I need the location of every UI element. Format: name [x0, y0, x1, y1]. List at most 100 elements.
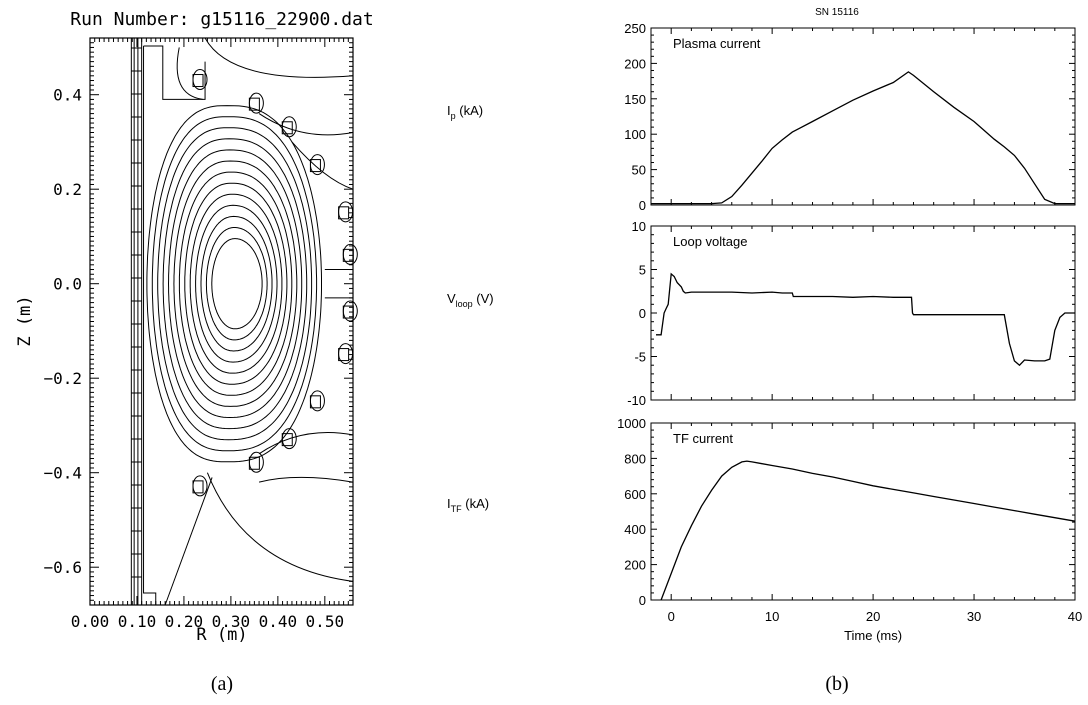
y-tick-label: −0.2	[43, 369, 82, 388]
x-tick-label: 10	[765, 609, 779, 624]
flux-surface	[162, 138, 308, 430]
flux-surface	[151, 116, 318, 452]
open-field-line	[176, 47, 203, 100]
coil-flux-loop	[248, 92, 264, 114]
x-axis-label: Time (ms)	[844, 628, 902, 643]
flux-surface	[173, 160, 298, 407]
y-tick-label: 200	[624, 558, 646, 573]
plot-title: Loop voltage	[673, 234, 747, 249]
signal-label: Vloop (V)	[447, 291, 494, 309]
flux-surface	[211, 238, 263, 330]
signal-label: ITF (kA)	[447, 496, 489, 514]
plot-frame	[650, 27, 1076, 206]
flux-surface	[157, 127, 313, 441]
y-tick-label: -5	[634, 350, 646, 365]
plot-title: Plasma current	[673, 36, 761, 51]
flux-surface	[184, 182, 288, 385]
series-line	[651, 71, 1075, 205]
signal-symbol: I	[447, 103, 451, 118]
coil-flux-loop	[309, 154, 325, 176]
vessel-wall-inner	[143, 46, 157, 605]
coil-flux-loop	[192, 69, 208, 91]
signal-unit: (kA)	[462, 496, 489, 511]
flux-surface	[200, 215, 273, 352]
signal-label: Ip (kA)	[447, 103, 483, 121]
y-tick-label: 0	[639, 306, 646, 321]
signal-symbol: V	[447, 291, 456, 306]
y-tick-label: 150	[624, 92, 646, 107]
y-tick-label: 0	[639, 198, 646, 213]
x-tick-label: 30	[967, 609, 981, 624]
y-tick-label: 10	[632, 219, 646, 234]
flux-surface	[205, 227, 268, 341]
panel-b-caption: (b)	[825, 673, 848, 695]
x-tick-label: 0.10	[118, 612, 157, 631]
x-tick-label: 40	[1068, 609, 1082, 624]
y-tick-label: 400	[624, 522, 646, 537]
x-tick-label: 0	[668, 609, 675, 624]
flux-surface	[167, 149, 303, 419]
signal-labels: Ip (kA)Vloop (V)ITF (kA)	[447, 103, 494, 514]
panel-b-title: SN 15116	[815, 7, 859, 18]
x-tick-label: 0.20	[165, 612, 204, 631]
x-tick-label: 20	[866, 609, 880, 624]
equilibrium-panel: Run Number: g15116_22900.dat 0.00 0.10 0.2…	[15, 9, 374, 695]
x-tick-label: 0.30	[212, 612, 251, 631]
y-tick-label: 0.4	[53, 86, 82, 105]
coil-flux-loop	[192, 475, 208, 497]
open-field-line	[164, 477, 213, 606]
panel-a-title: Run Number: g15116_22900.dat	[70, 9, 373, 30]
open-field-line	[258, 476, 354, 483]
signal-subscript: TF	[451, 504, 462, 514]
coil-flux-loop	[338, 201, 354, 223]
open-field-line	[206, 472, 354, 582]
signal-symbol: I	[447, 496, 451, 511]
plot-frame	[650, 225, 1076, 401]
signal-subscript: loop	[456, 299, 473, 309]
signal-subscript: p	[451, 111, 456, 121]
panel-a-xlabel: R (m)	[196, 625, 247, 645]
y-tick-label: 50	[632, 163, 646, 178]
open-field-line	[258, 432, 354, 455]
coil-flux-loop	[281, 116, 297, 138]
signal-unit: (V)	[473, 291, 494, 306]
coil-flux-loop	[309, 390, 325, 412]
open-field-line	[204, 37, 354, 78]
y-tick-label: 200	[624, 56, 646, 71]
panel-a-caption: (a)	[211, 673, 233, 695]
plot-title: TF current	[673, 431, 733, 446]
y-tick-label: 100	[624, 127, 646, 142]
y-tick-label: 800	[624, 451, 646, 466]
panel-a-ylabel: Z (m)	[15, 295, 35, 346]
x-tick-label: 0.00	[71, 612, 110, 631]
series-line	[656, 272, 1075, 367]
coil-flux-loop	[248, 451, 264, 473]
y-tick-label: 250	[624, 21, 646, 36]
flux-surface	[189, 193, 283, 374]
y-tick-label: −0.4	[43, 464, 82, 483]
vessel-wall-top	[143, 45, 206, 100]
x-tick-label: 0.50	[306, 612, 345, 631]
signal-unit: (kA)	[456, 103, 483, 118]
y-tick-label: 5	[639, 263, 646, 278]
plot-frame	[650, 422, 1076, 601]
y-tick-label: 0.2	[53, 180, 82, 199]
y-tick-label: 1000	[617, 416, 646, 431]
flux-surface	[195, 204, 278, 363]
y-tick-label: 0	[639, 593, 646, 608]
flux-surface	[146, 105, 322, 463]
panel-a-frame	[89, 37, 354, 606]
y-tick-label: −0.6	[43, 558, 82, 577]
coil-flux-loop	[281, 428, 297, 450]
y-tick-label: 600	[624, 487, 646, 502]
x-tick-label: 0.40	[259, 612, 298, 631]
flux-surface	[178, 171, 293, 396]
open-field-line	[291, 141, 354, 190]
y-tick-label: 0.0	[53, 275, 82, 294]
y-tick-label: -10	[627, 393, 646, 408]
open-field-line	[258, 113, 354, 136]
series-line	[660, 460, 1076, 601]
coil-flux-loop	[338, 343, 354, 365]
